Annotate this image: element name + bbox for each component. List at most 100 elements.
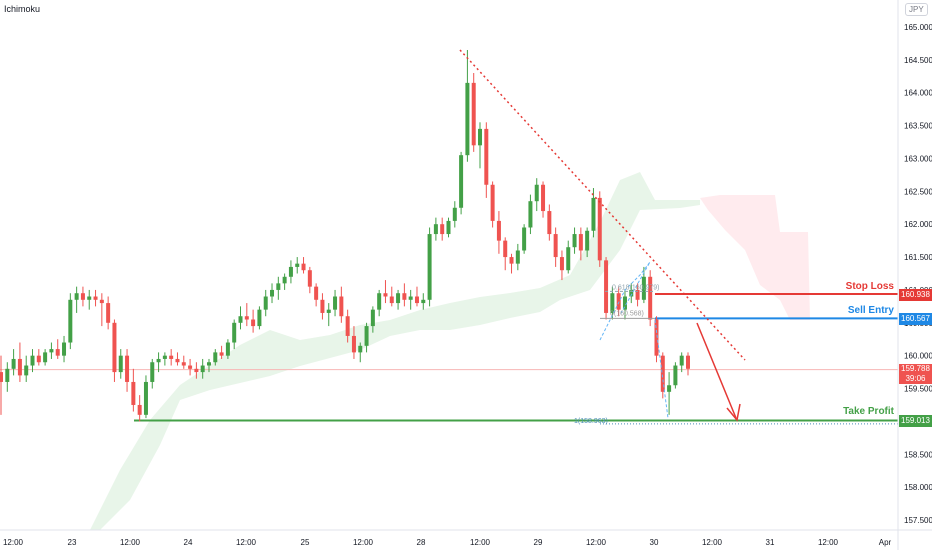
x-tick-label: Apr	[879, 538, 892, 547]
price-axis: 165.000 164.500 164.000 163.500 163.000 162.5…	[897, 0, 932, 550]
candle-body	[553, 234, 558, 258]
fib-label-0: 0(160.568)	[610, 310, 644, 317]
candle-body	[351, 335, 356, 353]
candle-body	[679, 355, 684, 366]
candle-body	[301, 263, 306, 271]
bullish-cloud	[90, 172, 700, 530]
candle-body	[465, 82, 470, 156]
candle-body	[251, 319, 256, 327]
candle-body	[433, 224, 438, 235]
candle-body	[219, 352, 224, 356]
candle-body	[604, 260, 609, 313]
stop-loss-price-tag: 160.938	[899, 289, 932, 301]
candle-body	[578, 234, 583, 251]
candle-body	[358, 345, 363, 353]
candle-body	[370, 309, 375, 327]
candle-body	[99, 299, 104, 304]
candle-body	[288, 266, 293, 277]
candle-body	[440, 224, 445, 235]
candle-body	[541, 184, 546, 212]
y-tick-label: 162.500	[904, 187, 932, 196]
candle-body	[320, 299, 325, 313]
candle-body	[408, 296, 413, 300]
x-tick-label: 24	[184, 538, 193, 547]
candle-body	[452, 207, 457, 221]
current-price-value: 159.788	[901, 364, 930, 373]
fib-label-1: 1(158.963)	[574, 418, 608, 425]
candle-body	[339, 296, 344, 317]
candle-body	[206, 362, 211, 366]
take-profit-label: Take Profit	[843, 406, 894, 417]
y-tick-label: 163.000	[904, 154, 932, 163]
fib-label-618: 0.618(160.979)	[612, 284, 659, 291]
candle-body	[610, 293, 615, 313]
y-tick-label: 158.000	[904, 483, 932, 492]
y-tick-label: 157.500	[904, 516, 932, 525]
candle-body	[87, 296, 92, 300]
candle-body	[616, 293, 621, 310]
candle-body	[427, 234, 432, 300]
candle-body	[478, 128, 483, 146]
candle-body	[307, 270, 312, 287]
candle-body	[175, 358, 180, 363]
drawings: 1(158.963) 0.618(160.979) 0(160.568)	[459, 49, 898, 425]
candle-body	[667, 385, 672, 392]
ichimoku-cloud	[90, 172, 810, 530]
candle-body	[238, 316, 243, 323]
candle-body	[333, 296, 338, 310]
candle-body	[150, 362, 155, 382]
candle-body	[282, 276, 287, 284]
y-tick-label: 163.500	[904, 122, 932, 131]
bearish-cloud	[700, 195, 810, 320]
candle-body	[635, 289, 640, 300]
pattern-leg-down	[654, 319, 669, 419]
candle-body	[68, 299, 73, 343]
y-tick-label: 162.000	[904, 220, 932, 229]
candle-body	[295, 263, 300, 267]
x-tick-label: 12:00	[586, 538, 607, 547]
candle-body	[181, 362, 186, 366]
candle-body	[225, 342, 230, 356]
candle-body	[402, 293, 407, 300]
y-tick-label: 160.000	[904, 352, 932, 361]
y-tick-label: 161.500	[904, 253, 932, 262]
candle-body	[24, 365, 29, 376]
candle-body	[585, 230, 590, 251]
candle-body	[200, 365, 205, 373]
candle-body	[106, 303, 111, 323]
candle-body	[528, 201, 533, 228]
candle-body	[534, 184, 539, 202]
candle-body	[74, 293, 79, 300]
candle-body	[566, 247, 571, 271]
candle-body	[188, 365, 193, 369]
candle-body	[156, 358, 161, 363]
candle-body	[143, 381, 148, 415]
candle-body	[314, 286, 319, 300]
candle-body	[232, 322, 237, 343]
x-tick-label: 12:00	[120, 538, 141, 547]
candle-body	[276, 283, 281, 290]
candle-body	[263, 296, 268, 310]
candle-body	[112, 322, 117, 373]
pattern-legs	[599, 261, 651, 341]
candle-body	[162, 355, 167, 359]
candle-body	[597, 197, 602, 261]
x-tick-label: 12:00	[353, 538, 374, 547]
x-tick-label: 12:00	[470, 538, 491, 547]
candle-body	[0, 372, 3, 382]
candle-body	[484, 128, 489, 185]
y-tick-label: 164.500	[904, 56, 932, 65]
candle-body	[345, 316, 350, 336]
candle-body	[213, 352, 218, 363]
trade-levels	[0, 293, 898, 422]
candle-body	[490, 184, 495, 221]
candle-body	[622, 296, 627, 310]
y-tick-label: 164.000	[904, 89, 932, 98]
candle-body	[673, 365, 678, 386]
candle-body	[641, 276, 646, 300]
y-tick-label: 159.500	[904, 385, 932, 394]
currency-badge[interactable]: JPY	[905, 3, 928, 16]
candle-body	[49, 349, 54, 353]
sell-entry-label: Sell Entry	[847, 305, 894, 316]
